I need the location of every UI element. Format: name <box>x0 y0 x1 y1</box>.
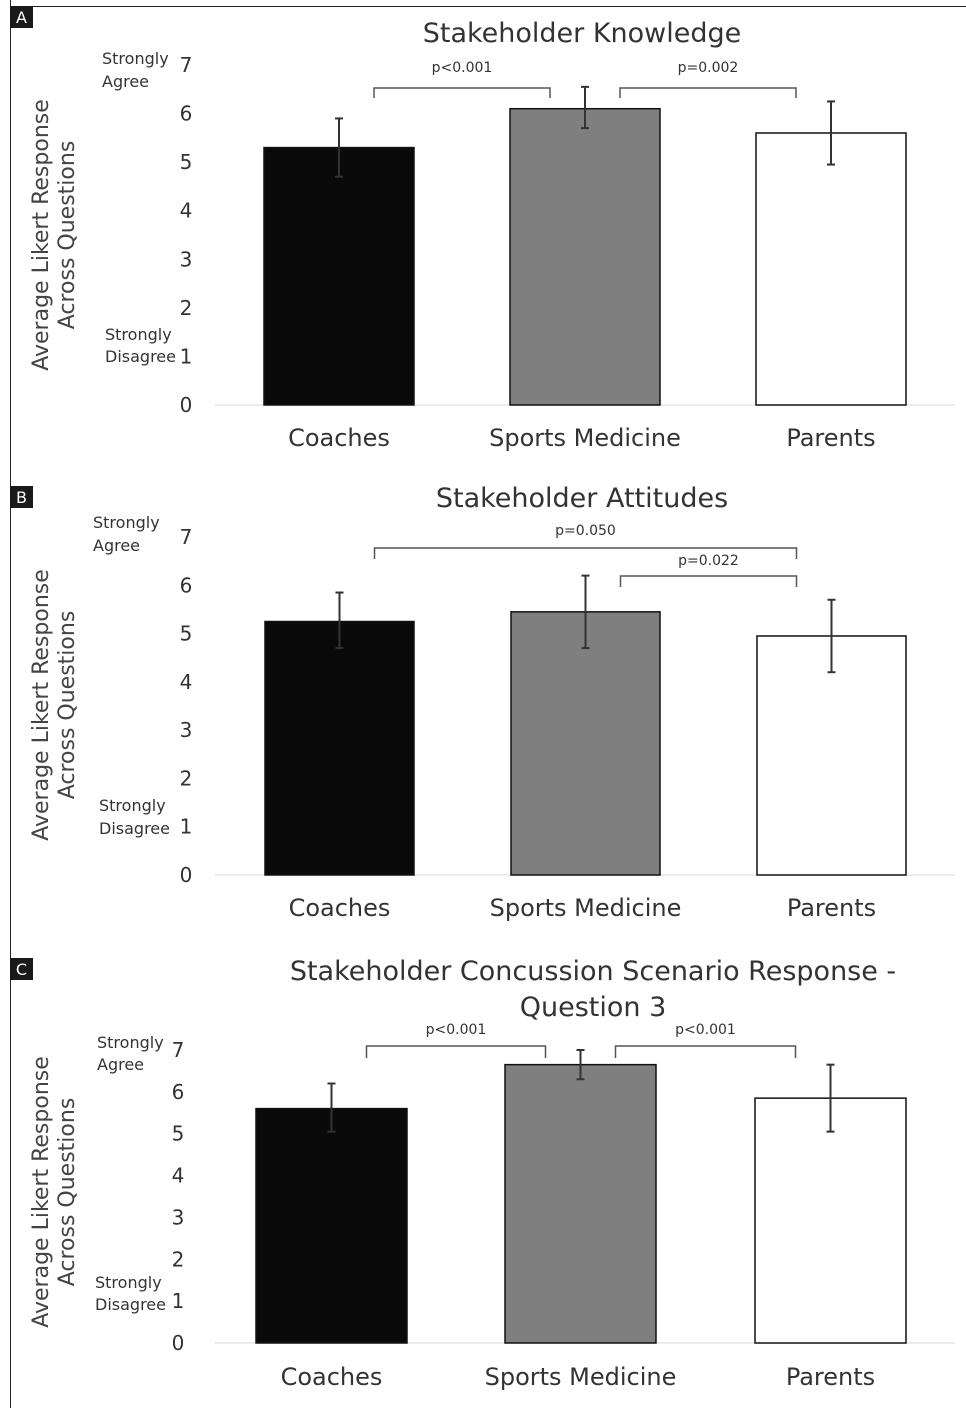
bar-coaches <box>264 620 415 876</box>
anchor-top-line-1: Strongly <box>102 49 169 68</box>
y-axis-label-line-1: Average Likert Response <box>29 99 54 371</box>
y-tick-label: 4 <box>180 670 193 694</box>
chart-title-line: Stakeholder Concussion Scenario Response… <box>290 956 896 987</box>
anchor-top-line-2: Agree <box>93 536 140 555</box>
y-tick-label: 4 <box>180 199 193 223</box>
x-category-label: Parents <box>786 1363 875 1391</box>
y-tick-label: 2 <box>180 296 193 320</box>
y-tick-label: 1 <box>172 1289 185 1313</box>
chart-title: Stakeholder Knowledge <box>423 18 742 49</box>
x-category-label: Sports Medicine <box>485 1363 677 1391</box>
bar-parents <box>756 635 907 876</box>
significance-bracket <box>614 1045 797 1058</box>
chart-title-line: Question 3 <box>520 992 667 1023</box>
anchor-top-line-2: Agree <box>102 72 149 91</box>
panel-label: A <box>16 8 27 27</box>
panel-label: C <box>16 960 27 979</box>
y-tick-label: 7 <box>180 53 193 77</box>
significance-label: p<0.001 <box>426 1022 487 1038</box>
y-tick-label: 3 <box>180 718 193 742</box>
x-category-label: Sports Medicine <box>489 424 681 452</box>
y-tick-label: 3 <box>172 1205 185 1229</box>
anchor-bottom-line-1: Strongly <box>95 1273 162 1292</box>
y-tick-label: 5 <box>180 150 193 174</box>
y-axis-label-line-2: Across Questions <box>55 1098 80 1287</box>
x-category-label: Coaches <box>289 894 391 922</box>
panel-label-box <box>10 958 33 980</box>
y-tick-label: 5 <box>172 1122 185 1146</box>
anchor-bottom-line-1: Strongly <box>105 325 172 344</box>
bar-sports-medicine <box>509 107 661 406</box>
y-tick-label: 1 <box>180 344 193 368</box>
y-axis-label-line-1: Average Likert Response <box>29 569 54 841</box>
y-axis-label-line-1: Average Likert Response <box>29 1056 54 1328</box>
y-axis-label-line-2: Across Questions <box>55 141 80 330</box>
bar-sports-medicine <box>510 611 661 876</box>
anchor-bottom-line-2: Disagree <box>99 819 170 838</box>
y-tick-label: 2 <box>172 1247 185 1271</box>
figure-border-left <box>10 0 11 1408</box>
y-axis-label-line-2: Across Questions <box>55 611 80 800</box>
anchor-top-line-2: Agree <box>97 1055 144 1074</box>
y-tick-label: 7 <box>180 525 193 549</box>
significance-bracket <box>373 547 798 559</box>
bar-parents <box>754 1097 907 1344</box>
figure-border-top <box>10 6 966 7</box>
x-category-label: Coaches <box>281 1363 383 1391</box>
panel-label-box <box>10 486 33 508</box>
x-category-label: Parents <box>786 424 875 452</box>
anchor-bottom-line-2: Disagree <box>95 1295 166 1314</box>
y-tick-label: 4 <box>172 1164 185 1188</box>
anchor-top-line-1: Strongly <box>97 1033 164 1052</box>
x-category-label: Parents <box>787 894 876 922</box>
significance-label: p<0.001 <box>675 1022 736 1038</box>
anchor-bottom-line-2: Disagree <box>105 347 176 366</box>
y-tick-label: 0 <box>180 863 193 887</box>
bar-parents <box>755 132 907 406</box>
significance-label: p=0.022 <box>678 553 739 569</box>
bar-coaches <box>255 1107 408 1344</box>
x-category-label: Coaches <box>288 424 390 452</box>
significance-label: p=0.002 <box>678 60 739 76</box>
y-tick-label: 5 <box>180 622 193 646</box>
y-tick-label: 0 <box>180 393 193 417</box>
y-tick-label: 3 <box>180 247 193 271</box>
significance-label: p<0.001 <box>432 60 493 76</box>
significance-bracket <box>365 1045 547 1058</box>
y-tick-label: 1 <box>180 815 193 839</box>
significance-bracket <box>619 87 797 98</box>
y-tick-label: 2 <box>180 766 193 790</box>
significance-bracket <box>373 87 551 98</box>
y-tick-label: 6 <box>172 1080 185 1104</box>
y-tick-label: 6 <box>180 573 193 597</box>
y-tick-label: 0 <box>172 1331 185 1355</box>
significance-bracket <box>619 575 798 587</box>
anchor-top-line-1: Strongly <box>93 513 160 532</box>
chart-title: Stakeholder Attitudes <box>436 483 728 514</box>
bar-sports-medicine <box>504 1063 657 1344</box>
anchor-bottom-line-1: Strongly <box>99 796 166 815</box>
x-category-label: Sports Medicine <box>490 894 682 922</box>
y-tick-label: 6 <box>180 102 193 126</box>
panel-label: B <box>16 488 27 507</box>
y-tick-label: 7 <box>172 1038 185 1062</box>
bar-coaches <box>263 146 415 406</box>
panel-label-box <box>10 6 33 28</box>
significance-label: p=0.050 <box>555 523 616 539</box>
